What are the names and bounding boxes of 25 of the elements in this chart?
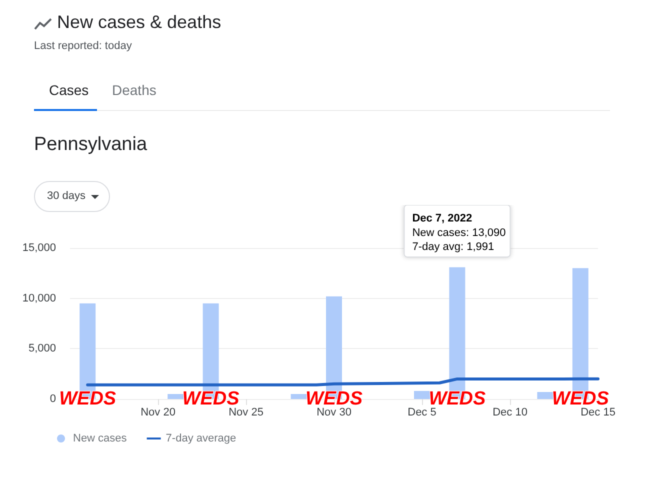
legend-label: New cases xyxy=(73,432,128,444)
bar xyxy=(168,394,184,399)
text: Cases xyxy=(49,82,89,98)
legend-label: 7-day average xyxy=(166,432,236,444)
text: Pennsylvania xyxy=(34,134,148,156)
annotation: Dec 7, 2022 New cases: 13,090 7-day avg: 1,991 xyxy=(412,212,506,253)
line-series xyxy=(86,377,600,386)
chart-title: New cases & deaths xyxy=(57,12,222,33)
x-tick-label: Dec 10 xyxy=(492,406,528,418)
y-tick-label: 0 xyxy=(50,393,56,405)
annotation: WEDS xyxy=(59,388,116,410)
bar xyxy=(537,392,554,399)
x-tick-label: Nov 25 xyxy=(228,406,264,418)
y-tick-label: 15,000 xyxy=(22,242,56,254)
bar xyxy=(290,394,307,399)
x-tick-label: Dec 15 xyxy=(580,406,616,418)
chart-subtitle: Last reported: today xyxy=(34,40,132,52)
x-tick-label: Nov 20 xyxy=(140,406,176,418)
y-tick-label: 10,000 xyxy=(22,292,56,304)
x-tick-label: Dec 5 xyxy=(408,406,436,418)
bar xyxy=(414,390,430,399)
y-tick-label: 5,000 xyxy=(28,342,56,355)
text: Deaths xyxy=(112,82,156,98)
x-tick-label: Nov 30 xyxy=(316,406,352,418)
text: 30 days xyxy=(47,190,86,202)
